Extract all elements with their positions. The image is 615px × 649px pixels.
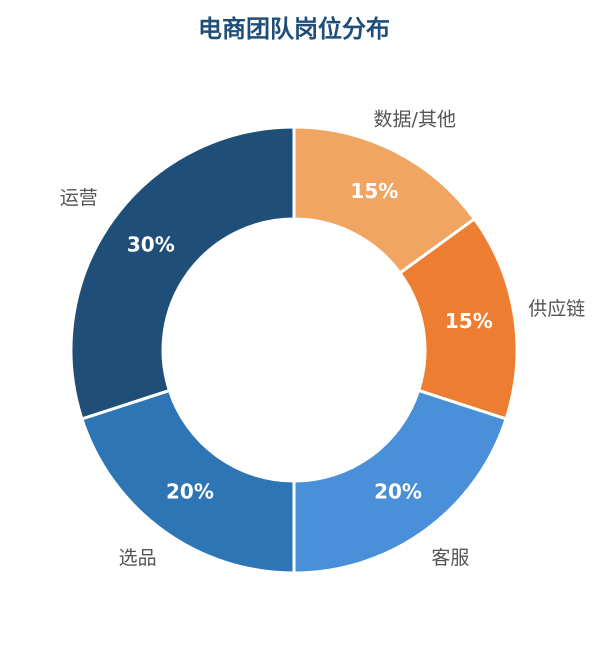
value-label: 20% <box>374 480 422 504</box>
donut-slice <box>69 125 296 421</box>
donut-slice <box>292 388 508 575</box>
value-label: 15% <box>445 309 493 333</box>
value-label: 30% <box>127 232 175 256</box>
category-label: 客服 <box>431 547 469 569</box>
value-label: 15% <box>350 179 398 203</box>
category-label: 运营 <box>60 187 98 209</box>
value-label: 20% <box>166 480 214 504</box>
category-label: 供应链 <box>528 298 585 320</box>
chart-title: 电商团队岗位分布 <box>198 15 390 43</box>
category-label: 选品 <box>119 547 157 569</box>
category-label: 数据/其他 <box>374 109 456 131</box>
donut-slice <box>80 388 296 575</box>
